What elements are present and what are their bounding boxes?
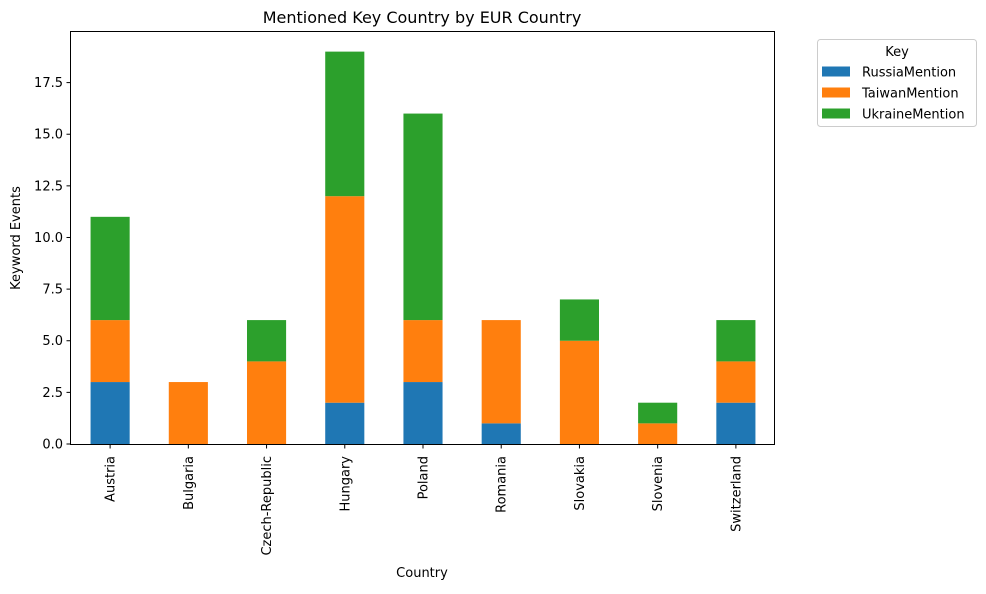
x-tick-label: Austria	[104, 456, 119, 502]
y-tick-label: 7.5	[42, 283, 63, 298]
bar-ukrainemention-poland	[403, 113, 443, 321]
bar-ukrainemention-czech-republic	[247, 320, 287, 362]
x-tick-label: Czech-Republic	[260, 456, 275, 556]
bar-ukrainemention-slovenia	[638, 402, 678, 424]
bar-taiwanmention-switzerland	[716, 361, 756, 403]
x-axis: Austria Bulgaria Czech-Republic Hungary Pola…	[104, 444, 744, 556]
legend-title: Key	[885, 45, 909, 60]
x-axis-label: Country	[396, 566, 448, 581]
y-axis: 0.0 2.5 5.0 7.5 10.0 12.5 15.0 17.5	[34, 76, 71, 453]
x-tick-label: Romania	[495, 456, 510, 513]
y-tick-label: 12.5	[34, 179, 63, 194]
y-tick-label: 17.5	[34, 76, 63, 91]
bar-ukrainemention-austria	[90, 216, 130, 321]
bar-russiamention-romania	[481, 423, 521, 444]
y-axis-label: Keyword Events	[9, 186, 24, 290]
y-tick-label: 2.5	[42, 386, 63, 401]
x-tick-label: Hungary	[338, 456, 353, 512]
y-tick-label: 0.0	[42, 438, 63, 453]
bar-taiwanmention-slovenia	[638, 423, 678, 444]
bar-ukrainemention-switzerland	[716, 320, 756, 362]
legend-swatch-taiwanmention	[822, 87, 850, 98]
y-tick-label: 15.0	[34, 128, 63, 143]
legend-swatch-ukrainemention	[822, 108, 850, 119]
chart-title: Mentioned Key Country by EUR Country	[263, 8, 582, 27]
bar-taiwanmention-romania	[481, 320, 521, 424]
bar-taiwanmention-austria	[90, 320, 130, 383]
bar-russiamention-austria	[90, 382, 130, 444]
bar-russiamention-hungary	[325, 402, 365, 444]
legend: Key RussiaMention TaiwanMention UkraineMen…	[817, 39, 977, 127]
plot-frame	[70, 31, 775, 445]
y-tick-label: 10.0	[34, 231, 63, 246]
x-tick-label: Poland	[417, 456, 432, 499]
bar-taiwanmention-slovakia	[559, 340, 599, 444]
bar-taiwanmention-poland	[403, 320, 443, 383]
x-tick-label: Bulgaria	[182, 456, 197, 510]
legend-label-russiamention: RussiaMention	[862, 66, 956, 81]
x-tick-label: Slovakia	[573, 456, 588, 511]
bar-russiamention-poland	[403, 382, 443, 444]
x-tick-label: Switzerland	[729, 456, 744, 532]
y-tick-label: 5.0	[42, 334, 63, 349]
bar-ukrainemention-slovakia	[559, 299, 599, 341]
bar-taiwanmention-hungary	[325, 196, 365, 403]
legend-label-taiwanmention: TaiwanMention	[861, 87, 959, 102]
bar-taiwanmention-czech-republic	[247, 361, 287, 444]
bar-ukrainemention-hungary	[325, 51, 365, 197]
legend-swatch-russiamention	[822, 66, 850, 77]
bars-layer	[90, 51, 756, 444]
bar-russiamention-switzerland	[716, 402, 756, 444]
legend-label-ukrainemention: UkraineMention	[862, 108, 965, 123]
bar-taiwanmention-bulgaria	[168, 382, 208, 444]
legend-frame	[817, 39, 977, 127]
x-tick-label: Slovenia	[651, 456, 666, 511]
